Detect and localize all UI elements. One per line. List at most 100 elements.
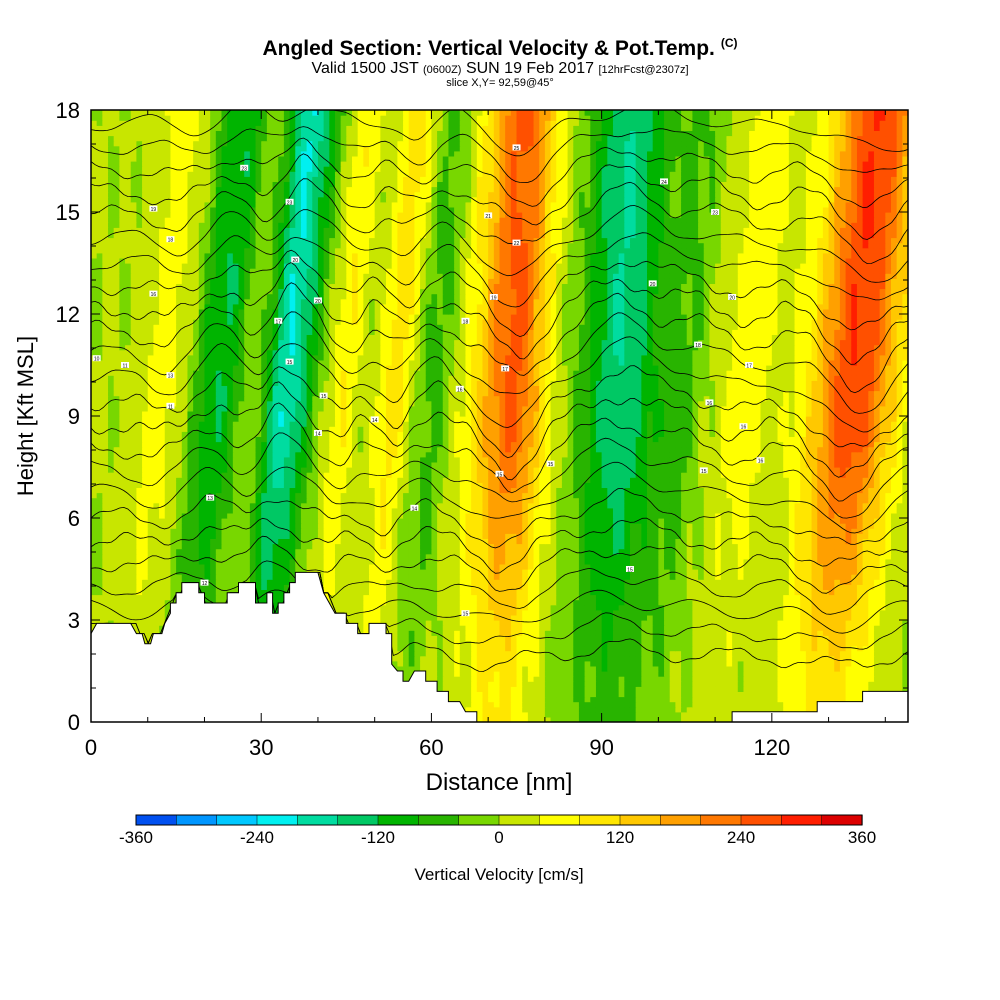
velocity-cell (635, 635, 642, 641)
velocity-cell (607, 716, 614, 722)
velocity-cell (624, 681, 631, 687)
velocity-cell (567, 543, 574, 550)
velocity-cell (544, 574, 552, 580)
velocity-cell (510, 686, 518, 692)
velocity-cell (618, 640, 625, 647)
velocity-cell (556, 604, 563, 611)
velocity-cell (465, 569, 472, 575)
velocity-cell (493, 569, 501, 575)
velocity-cell (522, 584, 529, 590)
velocity-cell (357, 625, 364, 631)
velocity-cell (635, 696, 642, 703)
velocity-cell (125, 609, 132, 616)
velocity-cell (834, 660, 841, 667)
velocity-cell (800, 686, 807, 692)
velocity-cell (771, 620, 779, 626)
velocity-cell (828, 548, 835, 555)
velocity-cell (817, 609, 824, 616)
velocity-cell (471, 701, 478, 708)
velocity-cell (612, 548, 620, 555)
velocity-cell (573, 584, 580, 590)
velocity-cell (675, 701, 682, 708)
velocity-cell (703, 604, 711, 611)
velocity-cell (777, 635, 784, 641)
velocity-cell (595, 691, 603, 698)
velocity-cell (885, 609, 892, 616)
velocity-cell (556, 574, 563, 580)
velocity-cell (851, 563, 858, 570)
velocity-cell (493, 676, 501, 682)
velocity-cell (675, 686, 682, 692)
velocity-cell (664, 589, 671, 596)
velocity-cell (737, 640, 745, 647)
velocity-cell (306, 553, 313, 560)
velocity-cell (873, 650, 881, 657)
velocity-cell (374, 553, 381, 560)
velocity-cell (607, 614, 614, 621)
chart-title: Angled Section: Vertical Velocity & Pot.… (0, 36, 1000, 61)
velocity-cell (590, 716, 597, 722)
velocity-cell (590, 594, 597, 601)
velocity-cell (658, 625, 665, 631)
velocity-cell (629, 650, 637, 657)
velocity-cell (686, 650, 693, 657)
velocity-cell (624, 671, 631, 677)
velocity-cell (397, 579, 404, 585)
velocity-cell (561, 548, 569, 555)
velocity-cell (794, 650, 801, 657)
velocity-cell (261, 579, 268, 585)
velocity-cell (108, 584, 115, 590)
velocity-cell (732, 563, 739, 570)
velocity-cell (601, 706, 608, 713)
velocity-cell (647, 584, 654, 590)
velocity-cell (488, 569, 495, 575)
velocity-cell (703, 579, 711, 585)
velocity-cell (726, 681, 733, 687)
velocity-cell (403, 609, 410, 616)
velocity-cell (488, 574, 495, 580)
velocity-cell (760, 630, 767, 636)
velocity-cell (510, 625, 518, 631)
velocity-cell (425, 660, 433, 667)
velocity-cell (471, 655, 478, 662)
velocity-cell (879, 671, 886, 677)
velocity-cell (91, 594, 98, 601)
velocity-cell (425, 630, 433, 636)
velocity-cell (607, 645, 614, 652)
velocity-cell (612, 686, 620, 692)
velocity-cell (732, 620, 739, 626)
velocity-cell (442, 614, 450, 621)
velocity-cell (573, 630, 580, 636)
velocity-cell (879, 640, 886, 647)
velocity-cell (845, 676, 852, 682)
velocity-cell (698, 696, 705, 703)
velocity-cell (675, 630, 682, 636)
velocity-cell (249, 558, 257, 565)
velocity-cell (573, 558, 580, 565)
velocity-cell (805, 599, 813, 606)
velocity-cell (567, 614, 574, 621)
velocity-cell (635, 665, 642, 672)
velocity-cell (397, 650, 404, 657)
velocity-cell (567, 701, 574, 708)
velocity-cell (817, 660, 824, 667)
velocity-cell (681, 625, 688, 631)
velocity-cell (136, 548, 143, 555)
velocity-cell (317, 558, 325, 565)
velocity-cell (527, 655, 535, 662)
velocity-cell (238, 553, 245, 560)
velocity-cell (198, 543, 206, 550)
velocity-cell (442, 645, 450, 652)
velocity-cell (766, 574, 773, 580)
velocity-cell (425, 671, 433, 677)
velocity-cell (641, 640, 648, 647)
velocity-cell (414, 569, 421, 575)
velocity-cell (703, 671, 711, 677)
velocity-cell (397, 553, 404, 560)
velocity-cell (510, 640, 518, 647)
velocity-cell (715, 635, 722, 641)
velocity-cell (664, 665, 671, 672)
velocity-cell (374, 614, 381, 621)
velocity-cell (828, 625, 835, 631)
velocity-cell (777, 584, 784, 590)
